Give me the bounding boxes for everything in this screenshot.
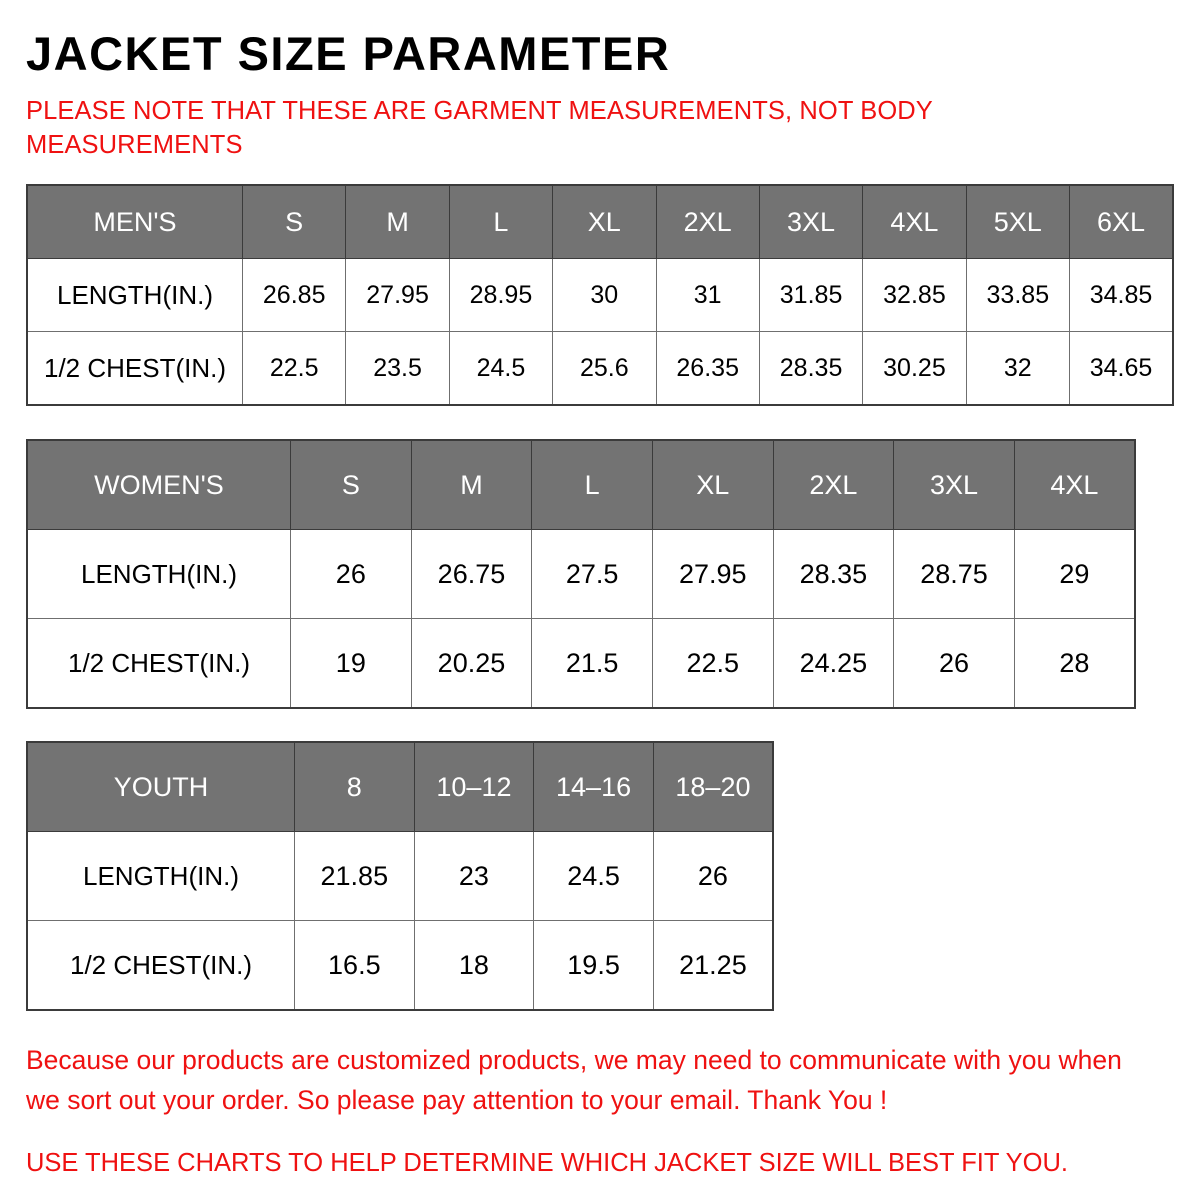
youth-chest-14-16: 19.5 <box>533 920 654 1011</box>
mens-length-5xl: 33.85 <box>965 258 1071 333</box>
womens-size-2xl: 2XL <box>772 439 895 531</box>
mens-chest-5xl: 32 <box>965 331 1071 406</box>
mens-size-6xl: 6XL <box>1069 184 1174 260</box>
youth-size-18-20: 18–20 <box>652 741 774 833</box>
mens-chest-xl: 25.6 <box>552 331 657 406</box>
womens-chest-m: 20.25 <box>410 618 533 709</box>
mens-size-table: MEN'S S M L XL 2XL 3XL 4XL 5XL 6XL LENGT… <box>26 184 1174 407</box>
womens-chest-3xl: 26 <box>893 618 1015 709</box>
youth-length-label: LENGTH(IN.) <box>26 831 295 922</box>
youth-chest-label: 1/2 CHEST(IN.) <box>26 920 295 1011</box>
womens-length-l: 27.5 <box>531 529 653 620</box>
womens-chest-4xl: 28 <box>1013 618 1136 709</box>
womens-length-label: LENGTH(IN.) <box>26 529 291 620</box>
mens-size-5xl: 5XL <box>965 184 1071 260</box>
womens-size-m: M <box>410 439 533 531</box>
mens-length-2xl: 31 <box>655 258 760 333</box>
womens-size-4xl: 4XL <box>1013 439 1136 531</box>
table-row: 1/2 CHEST(IN.) 16.5 18 19.5 21.25 <box>26 920 774 1011</box>
womens-size-table: WOMEN'S S M L XL 2XL 3XL 4XL LENGTH(IN.)… <box>26 439 1136 710</box>
mens-length-6xl: 34.85 <box>1069 258 1174 333</box>
mens-length-label: LENGTH(IN.) <box>26 258 243 333</box>
womens-length-s: 26 <box>290 529 412 620</box>
mens-length-3xl: 31.85 <box>758 258 864 333</box>
mens-chest-3xl: 28.35 <box>758 331 864 406</box>
womens-length-m: 26.75 <box>410 529 533 620</box>
mens-length-4xl: 32.85 <box>862 258 967 333</box>
mens-chest-l: 24.5 <box>448 331 554 406</box>
page-title: JACKET SIZE PARAMETER <box>26 27 671 80</box>
womens-length-2xl: 28.35 <box>772 529 895 620</box>
mens-chest-2xl: 26.35 <box>655 331 760 406</box>
womens-size-3xl: 3XL <box>893 439 1015 531</box>
mens-size-2xl: 2XL <box>655 184 760 260</box>
mens-table-body: LENGTH(IN.) 26.85 27.95 28.95 30 31 31.8… <box>26 258 1174 406</box>
youth-table-body: LENGTH(IN.) 21.85 23 24.5 26 1/2 CHEST(I… <box>26 831 774 1011</box>
mens-chest-6xl: 34.65 <box>1069 331 1174 406</box>
customized-products-note: Because our products are customized prod… <box>26 1045 1122 1115</box>
womens-length-4xl: 29 <box>1013 529 1136 620</box>
youth-header-label: YOUTH <box>26 741 295 833</box>
table-header-row: YOUTH 8 10–12 14–16 18–20 <box>26 741 774 833</box>
womens-length-xl: 27.95 <box>651 529 774 620</box>
table-row: 1/2 CHEST(IN.) 19 20.25 21.5 22.5 24.25 … <box>26 618 1136 709</box>
youth-table-header: YOUTH 8 10–12 14–16 18–20 <box>26 741 774 833</box>
table-row: LENGTH(IN.) 26 26.75 27.5 27.95 28.35 28… <box>26 529 1136 620</box>
mens-size-4xl: 4XL <box>862 184 967 260</box>
youth-size-14-16: 14–16 <box>533 741 654 833</box>
youth-size-8: 8 <box>294 741 415 833</box>
mens-chest-s: 22.5 <box>241 331 347 406</box>
mens-size-3xl: 3XL <box>758 184 864 260</box>
table-row: LENGTH(IN.) 26.85 27.95 28.95 30 31 31.8… <box>26 258 1174 333</box>
mens-length-xl: 30 <box>552 258 657 333</box>
mens-length-s: 26.85 <box>241 258 347 333</box>
mens-table-header: MEN'S S M L XL 2XL 3XL 4XL 5XL 6XL <box>26 184 1174 260</box>
womens-header-label: WOMEN'S <box>26 439 291 531</box>
womens-chest-l: 21.5 <box>531 618 653 709</box>
womens-chest-s: 19 <box>290 618 412 709</box>
mens-size-l: L <box>448 184 554 260</box>
womens-chest-label: 1/2 CHEST(IN.) <box>26 618 291 709</box>
womens-size-l: L <box>531 439 653 531</box>
womens-chest-xl: 22.5 <box>651 618 774 709</box>
youth-chest-18-20: 21.25 <box>652 920 774 1011</box>
mens-length-l: 28.95 <box>448 258 554 333</box>
youth-length-8: 21.85 <box>294 831 415 922</box>
table-header-row: MEN'S S M L XL 2XL 3XL 4XL 5XL 6XL <box>26 184 1174 260</box>
mens-chest-label: 1/2 CHEST(IN.) <box>26 331 243 406</box>
table-row: LENGTH(IN.) 21.85 23 24.5 26 <box>26 831 774 922</box>
womens-length-3xl: 28.75 <box>893 529 1015 620</box>
mens-chest-m: 23.5 <box>345 331 450 406</box>
table-row: 1/2 CHEST(IN.) 22.5 23.5 24.5 25.6 26.35… <box>26 331 1174 406</box>
youth-length-18-20: 26 <box>652 831 774 922</box>
mens-chest-4xl: 30.25 <box>862 331 967 406</box>
womens-chest-2xl: 24.25 <box>772 618 895 709</box>
womens-size-xl: XL <box>651 439 774 531</box>
mens-size-xl: XL <box>552 184 657 260</box>
youth-chest-8: 16.5 <box>294 920 415 1011</box>
youth-length-14-16: 24.5 <box>533 831 654 922</box>
use-charts-note: USE THESE CHARTS TO HELP DETERMINE WHICH… <box>26 1148 1068 1177</box>
mens-size-m: M <box>345 184 450 260</box>
womens-size-s: S <box>290 439 412 531</box>
womens-table-header: WOMEN'S S M L XL 2XL 3XL 4XL <box>26 439 1136 531</box>
garment-measurement-note: PLEASE NOTE THAT THESE ARE GARMENT MEASU… <box>26 97 933 159</box>
mens-length-m: 27.95 <box>345 258 450 333</box>
youth-length-10-12: 23 <box>413 831 535 922</box>
youth-size-10-12: 10–12 <box>413 741 535 833</box>
womens-table-body: LENGTH(IN.) 26 26.75 27.5 27.95 28.35 28… <box>26 529 1136 709</box>
table-header-row: WOMEN'S S M L XL 2XL 3XL 4XL <box>26 439 1136 531</box>
mens-header-label: MEN'S <box>26 184 243 260</box>
mens-size-s: S <box>241 184 347 260</box>
youth-size-table: YOUTH 8 10–12 14–16 18–20 LENGTH(IN.) 21… <box>26 741 774 1012</box>
youth-chest-10-12: 18 <box>413 920 535 1011</box>
